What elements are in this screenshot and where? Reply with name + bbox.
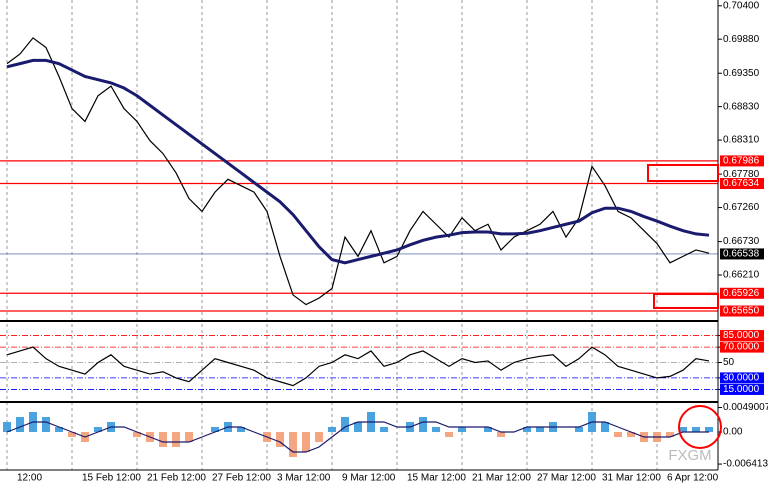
histogram-bar: [354, 422, 362, 432]
y-tick-label: 70.0000: [723, 342, 760, 353]
histogram-bar: [419, 417, 427, 432]
level-label-bg: [720, 287, 764, 299]
series-line: [6, 58, 710, 265]
y-tick-label: 0.69880: [723, 34, 760, 45]
histogram-bar: [614, 432, 622, 437]
level-label-bg: [720, 383, 764, 395]
histogram-bar: [666, 432, 674, 437]
histogram-bar: [94, 427, 102, 432]
y-tick-label: 0.67780: [723, 169, 760, 180]
histogram-bar: [159, 432, 167, 447]
y-tick-label: 0.69350: [723, 68, 760, 79]
y-tick-label: 0.68830: [723, 101, 760, 112]
y-tick-label: 0.68310: [723, 135, 760, 146]
y-tick-label: 0.70400: [723, 0, 760, 11]
histogram-bar: [289, 432, 297, 457]
histogram-bar: [55, 427, 63, 432]
histogram-bar: [380, 427, 388, 432]
histogram-bar: [133, 432, 141, 437]
histogram-bar: [484, 427, 492, 432]
level-label: 0.65650: [723, 306, 760, 317]
histogram-bar: [328, 427, 336, 432]
y-tick-label: 15.0000: [723, 384, 760, 395]
level-label-bg: [720, 155, 764, 167]
x-tick-label: 12:00: [17, 473, 42, 484]
series-line: [6, 37, 710, 306]
level-label-bg: [720, 341, 764, 353]
histogram-bar: [237, 427, 245, 432]
highlight-box: [647, 164, 719, 182]
series-line: [6, 421, 709, 453]
x-tick-label: 31 Mar 12:00: [602, 473, 661, 484]
x-tick-label: 6 Apr 12:00: [667, 473, 719, 484]
frame: [0, 0, 722, 471]
x-tick-label: 21 Mar 12:00: [472, 473, 531, 484]
histogram-bar: [16, 417, 24, 432]
histogram-bar: [705, 427, 713, 432]
histogram-bar: [692, 427, 700, 432]
histogram-bar: [601, 422, 609, 432]
level-label-bg: [720, 330, 764, 342]
current-price-bg: [720, 248, 764, 260]
histogram-bar: [276, 432, 284, 447]
histogram-bar: [172, 432, 180, 447]
level-label: 0.67986: [723, 156, 760, 167]
current-price-label: 0.66538: [723, 249, 760, 260]
highlight-box: [653, 293, 719, 309]
level-label: 0.67634: [723, 178, 760, 189]
y-tick-label: -0.0064134: [723, 459, 768, 470]
y-tick-label: 0.66210: [723, 270, 760, 281]
x-tick-label: 21 Feb 12:00: [147, 473, 206, 484]
y-tick-label: 50: [723, 357, 735, 368]
watermark: FXGM: [668, 447, 711, 464]
histogram-bar: [185, 432, 193, 442]
highlight-circle: [678, 405, 722, 449]
level-label: 0.65926: [723, 288, 760, 299]
histogram-bar: [575, 427, 583, 432]
histogram-bar: [679, 427, 687, 432]
x-tick-label: 27 Mar 12:00: [537, 473, 596, 484]
histogram-bar: [497, 432, 505, 437]
x-tick-label: 27 Feb 12:00: [212, 473, 271, 484]
y-tick-label: 0.67260: [723, 202, 760, 213]
y-tick-label: 0.00: [723, 427, 743, 438]
y-tick-label: 85.0000: [723, 330, 760, 341]
level-label-bg: [720, 305, 764, 317]
series-line: [6, 346, 710, 387]
histogram-bar: [445, 432, 453, 437]
histogram-bar: [536, 427, 544, 432]
histogram-bar: [315, 432, 323, 442]
y-tick-label: 0.0049007: [723, 402, 768, 413]
histogram-bar: [211, 427, 219, 432]
level-label-bg: [720, 178, 764, 190]
histogram-bar: [42, 417, 50, 432]
histogram-bar: [341, 417, 349, 432]
y-tick-label: 0.66730: [723, 236, 760, 247]
histogram-bar: [458, 427, 466, 432]
histogram-bar: [68, 432, 76, 437]
x-tick-label: 3 Mar 12:00: [277, 473, 331, 484]
histogram-bar: [3, 422, 11, 432]
histogram-bar: [627, 432, 635, 437]
level-label-bg: [720, 372, 764, 384]
histogram-bar: [302, 432, 310, 452]
histogram-bar: [432, 427, 440, 432]
x-tick-label: 15 Mar 12:00: [407, 473, 466, 484]
histogram-bar: [523, 427, 531, 432]
x-tick-label: 15 Feb 12:00: [82, 473, 141, 484]
x-tick-label: 9 Mar 12:00: [342, 473, 396, 484]
y-tick-label: 30.0000: [723, 373, 760, 384]
